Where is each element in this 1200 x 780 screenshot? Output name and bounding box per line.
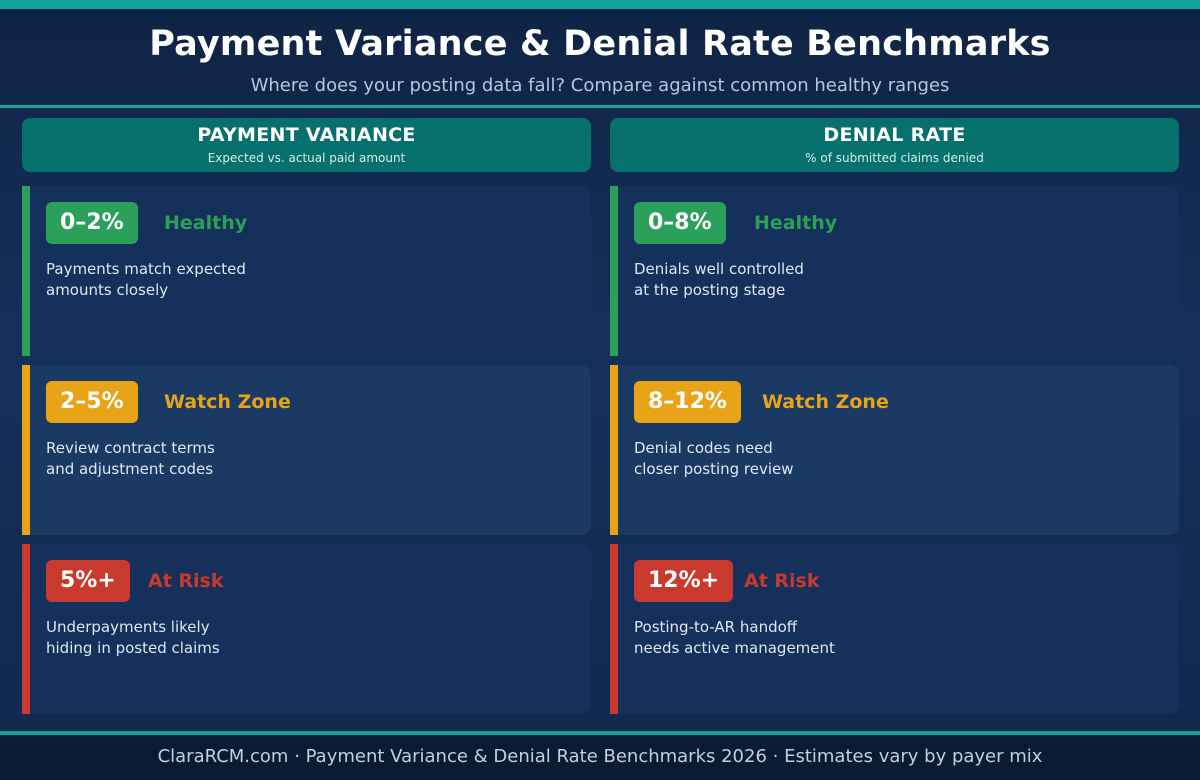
- column-title: DENIAL RATE: [823, 124, 966, 146]
- description-line: Posting-to-AR handoff: [634, 618, 798, 636]
- payment-variance-risk-card: 5%+ At Risk Underpayments likely hiding …: [22, 544, 591, 714]
- status-bar: [610, 186, 618, 356]
- description-line: Payments match expected: [46, 260, 246, 278]
- status-label: Watch Zone: [762, 391, 889, 413]
- description-line: amounts closely: [46, 281, 169, 299]
- status-bar: [610, 365, 618, 535]
- tier-description: Payments match expected amounts closely: [46, 259, 346, 301]
- status-label: At Risk: [148, 570, 224, 592]
- description-line: closer posting review: [634, 460, 794, 478]
- description-line: needs active management: [634, 639, 835, 657]
- tier-description: Posting-to-AR handoff needs active manag…: [634, 617, 934, 659]
- denial-rate-watch-card: 8–12% Watch Zone Denial codes need close…: [610, 365, 1179, 535]
- description-line: and adjustment codes: [46, 460, 214, 478]
- description-line: hiding in posted claims: [46, 639, 220, 657]
- description-line: Denial codes need: [634, 439, 773, 457]
- status-label: Healthy: [164, 212, 248, 234]
- page-subtitle: Where does your posting data fall? Compa…: [250, 75, 950, 96]
- range-badge: 0–2%: [46, 202, 138, 244]
- status-bar: [610, 544, 618, 714]
- range-badge: 2–5%: [46, 381, 138, 423]
- denial-rate-header: DENIAL RATE % of submitted claims denied: [610, 118, 1179, 172]
- range-badge: 8–12%: [634, 381, 741, 423]
- tier-description: Denial codes need closer posting review: [634, 438, 934, 480]
- footer-credit: ClaraRCM.com · Payment Variance & Denial…: [0, 735, 1200, 780]
- tier-description: Denials well controlled at the posting s…: [634, 259, 934, 301]
- status-label: At Risk: [744, 570, 820, 592]
- range-badge: 12%+: [634, 560, 734, 602]
- status-bar: [22, 365, 30, 535]
- payment-variance-watch-card: 2–5% Watch Zone Review contract terms an…: [22, 365, 591, 535]
- description-line: at the posting stage: [634, 281, 786, 299]
- header-divider: [0, 105, 1200, 108]
- denial-rate-risk-card: 12%+ At Risk Posting-to-AR handoff needs…: [610, 544, 1179, 714]
- description-line: Review contract terms: [46, 439, 215, 457]
- column-subtitle: % of submitted claims denied: [805, 151, 984, 165]
- page-title: Payment Variance & Denial Rate Benchmark…: [149, 24, 1051, 64]
- column-title: PAYMENT VARIANCE: [197, 124, 416, 146]
- status-bar: [22, 544, 30, 714]
- footer-divider: [0, 731, 1200, 735]
- description-line: Underpayments likely: [46, 618, 210, 636]
- payment-variance-healthy-card: 0–2% Healthy Payments match expected amo…: [22, 186, 591, 356]
- denial-rate-healthy-card: 0–8% Healthy Denials well controlled at …: [610, 186, 1179, 356]
- range-badge: 0–8%: [634, 202, 726, 244]
- column-subtitle: Expected vs. actual paid amount: [207, 151, 406, 165]
- tier-description: Underpayments likely hiding in posted cl…: [46, 617, 346, 659]
- payment-variance-header: PAYMENT VARIANCE Expected vs. actual pai…: [22, 118, 591, 172]
- status-bar: [22, 186, 30, 356]
- description-line: Denials well controlled: [634, 260, 804, 278]
- status-label: Healthy: [754, 212, 838, 234]
- top-accent-strip: [0, 0, 1200, 9]
- status-label: Watch Zone: [164, 391, 291, 413]
- range-badge: 5%+: [46, 560, 130, 602]
- tier-description: Review contract terms and adjustment cod…: [46, 438, 346, 480]
